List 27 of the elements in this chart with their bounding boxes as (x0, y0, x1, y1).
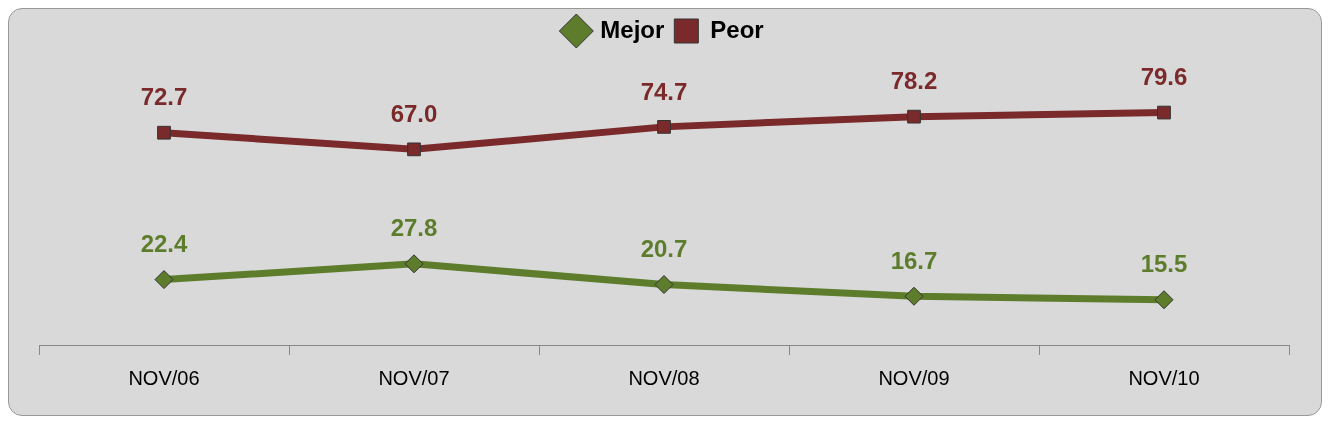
data-label: 78.2 (890, 67, 938, 95)
data-label: 67.0 (390, 99, 438, 127)
point (904, 286, 924, 306)
legend-label: Mejor (600, 15, 665, 43)
data-label: 20.7 (640, 235, 688, 263)
x-tick-label: NOV/09 (878, 366, 950, 389)
point (157, 125, 171, 140)
data-label: 74.7 (640, 77, 688, 105)
point (404, 254, 424, 274)
point (907, 109, 921, 124)
point (407, 142, 421, 157)
point (657, 120, 671, 134)
point (154, 270, 174, 290)
data-label: 27.8 (390, 214, 438, 242)
point (654, 275, 674, 295)
data-label: 79.6 (1140, 63, 1188, 91)
data-label: 22.4 (140, 230, 188, 258)
x-tick-label: NOV/10 (1128, 366, 1200, 389)
data-label: 72.7 (140, 83, 188, 111)
x-tick-label: NOV/08 (628, 366, 700, 389)
legend-label: Peor (710, 15, 764, 43)
x-tick-label: NOV/07 (378, 366, 450, 389)
x-tick-label: NOV/06 (128, 366, 200, 389)
point (1157, 105, 1171, 120)
data-label: 16.7 (890, 246, 938, 274)
data-label: 15.5 (1140, 250, 1188, 278)
point (1154, 290, 1174, 310)
